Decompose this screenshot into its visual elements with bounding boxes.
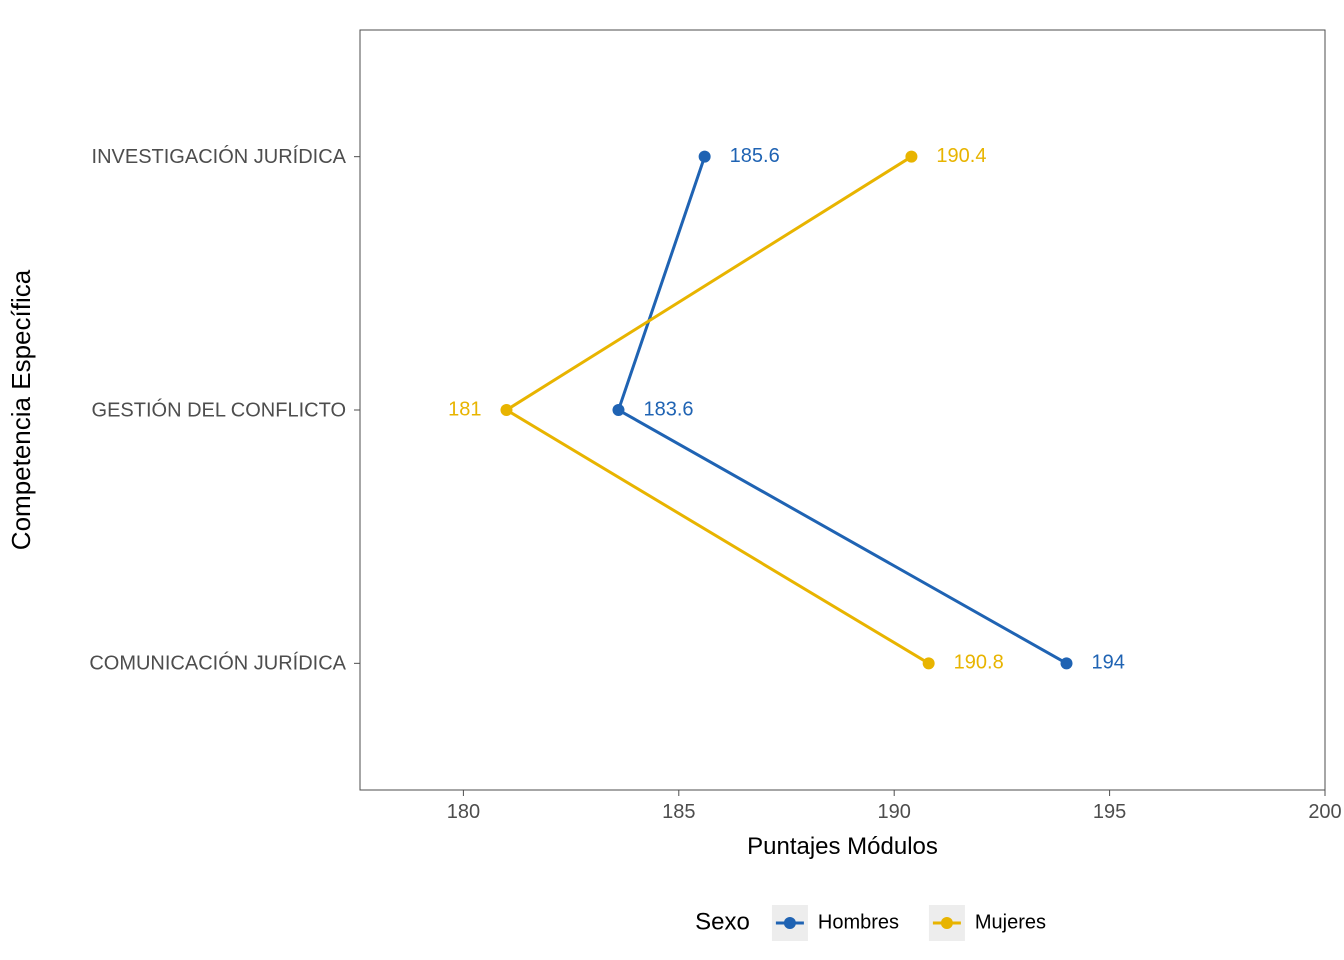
data-point [500, 404, 512, 416]
x-tick-label: 180 [447, 801, 480, 823]
chart-container: 180 185 190 195 200 INVESTIGACIÓN JURÍDICA GES… [0, 0, 1344, 960]
legend-title: Sexo [695, 908, 750, 935]
x-tick-label: 190 [878, 801, 911, 823]
y-axis-title: Competencia Específica [6, 269, 36, 550]
data-point [1061, 657, 1073, 669]
value-label: 183.6 [643, 398, 693, 420]
value-label: 194 [1092, 652, 1125, 674]
legend-key-marker [784, 917, 796, 929]
line-chart: 180 185 190 195 200 INVESTIGACIÓN JURÍDICA GES… [0, 0, 1344, 960]
x-axis-title: Puntajes Módulos [747, 833, 938, 860]
value-label: 190.8 [954, 652, 1004, 674]
legend-key-marker [941, 917, 953, 929]
x-tick-label: 195 [1093, 801, 1126, 823]
y-tick-label: GESTIÓN DEL CONFLICTO [92, 398, 346, 421]
data-point [699, 151, 711, 163]
y-tick-label: COMUNICACIÓN JURÍDICA [89, 652, 346, 675]
data-point [612, 404, 624, 416]
y-tick-label: INVESTIGACIÓN JURÍDICA [92, 145, 347, 168]
data-point [923, 657, 935, 669]
x-tick-label: 200 [1308, 801, 1341, 823]
legend-item-label: Mujeres [975, 911, 1046, 933]
data-point [905, 151, 917, 163]
value-label: 181 [448, 398, 481, 420]
x-tick-label: 185 [662, 801, 695, 823]
legend-item-label: Hombres [818, 911, 899, 933]
value-label: 190.4 [936, 145, 986, 167]
value-label: 185.6 [730, 145, 780, 167]
